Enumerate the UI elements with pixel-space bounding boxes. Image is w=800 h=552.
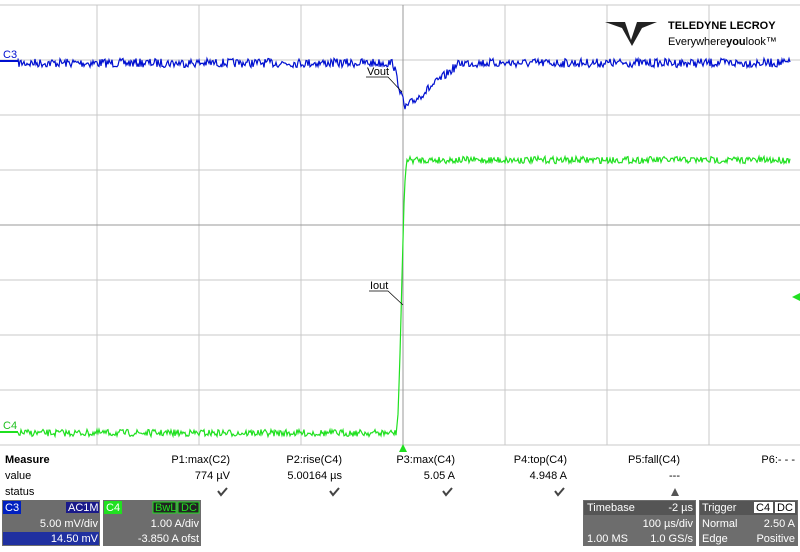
vout-label: Vout bbox=[367, 66, 389, 78]
measure-title: Measure bbox=[5, 454, 50, 466]
tagline-a: Everywhere bbox=[668, 36, 726, 48]
tb-samples: 1.00 MS bbox=[587, 533, 628, 545]
trig-level: 2.50 A bbox=[764, 518, 796, 530]
trig-coupling: DC bbox=[777, 502, 793, 514]
scale: 5.00 mV/div bbox=[40, 518, 99, 530]
param-name: P2:rise(C4) bbox=[286, 454, 342, 466]
graticule bbox=[0, 4, 800, 446]
offset: -3.850 A ofst bbox=[138, 533, 199, 545]
tb-delay: -2 µs bbox=[668, 502, 693, 514]
tagline-c: look™ bbox=[746, 36, 777, 48]
ch-label: C4 bbox=[106, 502, 120, 514]
tb-title: Timebase bbox=[587, 502, 635, 514]
timebase-box: Timebase -2 µs 100 µs/div 1.00 MS 1.0 GS… bbox=[583, 500, 696, 546]
param-value: 5.00164 µs bbox=[287, 470, 342, 482]
iout-label: Iout bbox=[370, 280, 388, 292]
status-check bbox=[554, 487, 565, 497]
coupling: DC bbox=[181, 502, 197, 514]
status-check bbox=[442, 487, 453, 497]
measure-table: Measure value status P1:max(C2) 774 µV P2:… bbox=[5, 454, 795, 498]
c4-trace bbox=[17, 154, 791, 439]
scale: 1.00 A/div bbox=[151, 518, 200, 530]
c4-box: C4 BwL DC 1.00 A/div -3.850 A ofst bbox=[103, 500, 201, 546]
param-name: P4:top(C4) bbox=[514, 454, 567, 466]
param-name: P6:- - - bbox=[761, 454, 795, 466]
tb-scale: 100 µs/div bbox=[643, 518, 694, 530]
status-check bbox=[329, 487, 340, 497]
brand: TELEDYNE LECROY bbox=[668, 20, 776, 32]
status-warning bbox=[671, 488, 679, 496]
trig-slope: Positive bbox=[756, 533, 795, 545]
offset: 14.50 mV bbox=[51, 533, 99, 545]
tb-rate: 1.0 GS/s bbox=[650, 533, 693, 545]
ch-label: C3 bbox=[5, 502, 19, 514]
c4-marker: C4 bbox=[3, 420, 17, 432]
row-label: value bbox=[5, 470, 31, 482]
logo: TELEDYNE LECROY Everywhereyoulook™ bbox=[605, 20, 777, 48]
c3-trace bbox=[17, 56, 791, 110]
tagline-b: you bbox=[726, 36, 746, 48]
bw: BwL bbox=[155, 502, 176, 514]
status-check bbox=[217, 487, 228, 497]
coupling: AC1M bbox=[68, 502, 99, 514]
tagline: Everywhereyoulook™ bbox=[668, 36, 777, 48]
trigger-box: Trigger C4 DC Normal 2.50 A Edge Positiv… bbox=[699, 500, 798, 546]
param-value: 774 µV bbox=[195, 470, 231, 482]
param-name: P1:max(C2) bbox=[171, 454, 230, 466]
c3-marker: C3 bbox=[3, 49, 17, 61]
trig-mode: Normal bbox=[702, 518, 737, 530]
trig-title: Trigger bbox=[702, 502, 737, 514]
param-value: 5.05 A bbox=[424, 470, 456, 482]
trig-type: Edge bbox=[702, 533, 728, 545]
row-label: status bbox=[5, 486, 35, 498]
trig-source: C4 bbox=[756, 502, 770, 514]
param-value: --- bbox=[669, 470, 680, 482]
c3-box: C3 AC1M 5.00 mV/div 14.50 mV bbox=[2, 500, 100, 546]
param-value: 4.948 A bbox=[530, 470, 568, 482]
param-name: P3:max(C4) bbox=[396, 454, 455, 466]
param-name: P5:fall(C4) bbox=[628, 454, 680, 466]
